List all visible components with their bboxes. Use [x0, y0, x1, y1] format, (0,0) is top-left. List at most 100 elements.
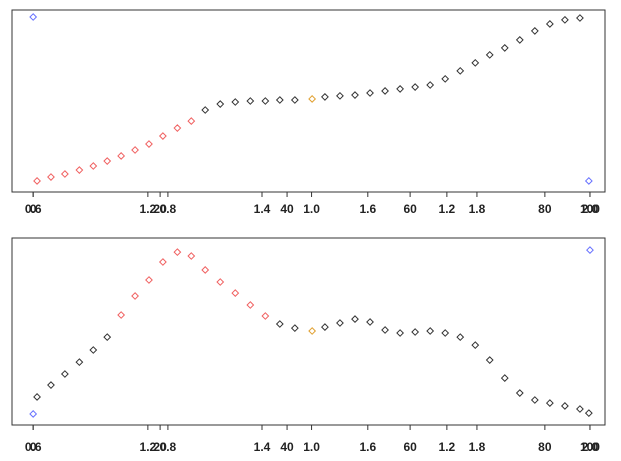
point	[456, 333, 465, 342]
point	[441, 329, 450, 337]
point	[103, 157, 112, 165]
point	[275, 320, 284, 328]
point	[60, 370, 69, 378]
point	[411, 328, 420, 336]
point	[47, 173, 55, 181]
x-tick-label: 1.8	[469, 440, 486, 454]
x-tick-label: 40	[280, 202, 294, 216]
x-tick-label: 1.2	[439, 440, 456, 454]
point	[366, 89, 374, 97]
point	[456, 66, 465, 75]
point	[290, 96, 299, 104]
point	[33, 177, 41, 185]
point	[60, 170, 69, 178]
point	[261, 312, 270, 320]
x-tick-label: 80	[538, 202, 552, 216]
x-tick-label: 0	[30, 202, 37, 216]
point	[576, 14, 584, 22]
point	[33, 393, 41, 401]
point	[173, 124, 182, 132]
point	[173, 248, 182, 257]
point	[145, 276, 153, 284]
point	[586, 246, 594, 254]
point	[471, 341, 480, 350]
point	[584, 409, 593, 418]
point	[321, 93, 329, 101]
x-tick-label: 0.6	[25, 202, 42, 216]
x-tick-label: 0.6	[25, 440, 42, 454]
point	[246, 97, 255, 105]
point	[158, 258, 167, 266]
x-tick-label: 0.8	[160, 440, 177, 454]
point	[117, 152, 126, 160]
point	[89, 346, 98, 354]
point	[145, 140, 153, 148]
point	[89, 162, 98, 170]
x-tick-label: 1.6	[359, 440, 376, 454]
plot-frame	[11, 9, 606, 193]
point	[308, 95, 317, 103]
point	[530, 396, 539, 404]
x-tick-label: 1.4	[254, 202, 271, 216]
x-tick-label: 1.2	[439, 202, 456, 216]
point	[584, 177, 593, 185]
point	[351, 91, 359, 99]
point	[471, 58, 480, 67]
point	[103, 333, 112, 342]
point	[515, 389, 524, 397]
point	[29, 13, 38, 21]
point	[545, 20, 554, 28]
x-tick-label: 100	[580, 440, 600, 454]
point	[485, 356, 494, 364]
point	[485, 50, 494, 59]
x-tick-label: 1.4	[254, 440, 271, 454]
point	[75, 166, 84, 174]
point	[216, 278, 225, 286]
point	[131, 292, 139, 300]
point	[47, 381, 55, 389]
point	[515, 36, 524, 44]
x-tick-label: 0	[30, 440, 37, 454]
point	[441, 74, 450, 83]
point	[187, 252, 196, 260]
point	[158, 132, 167, 140]
point	[545, 399, 554, 407]
point	[201, 266, 210, 274]
x-tick-label: 60	[403, 202, 417, 216]
point	[396, 85, 405, 93]
x-tick-label: 1.2	[140, 202, 157, 216]
x-tick-label: 2.0	[582, 440, 599, 454]
point	[308, 327, 317, 335]
point	[336, 91, 344, 100]
point	[351, 315, 359, 323]
point	[381, 87, 389, 95]
plot-frame	[11, 237, 606, 426]
point	[201, 106, 210, 114]
point	[117, 311, 126, 319]
point	[290, 324, 299, 333]
point	[261, 97, 270, 105]
point	[216, 100, 225, 108]
point	[500, 44, 509, 52]
point	[29, 410, 38, 418]
point	[426, 327, 435, 335]
x-tick-label: 100	[580, 202, 600, 216]
point	[426, 81, 435, 89]
point	[231, 98, 240, 106]
x-tick-label: 20	[153, 440, 167, 454]
x-tick-label: 1.2	[140, 440, 157, 454]
point	[231, 289, 240, 297]
point	[530, 27, 539, 35]
x-tick-label: 60	[403, 440, 417, 454]
point	[321, 323, 329, 331]
point	[187, 117, 196, 125]
x-tick-label: 1.0	[303, 202, 320, 216]
x-tick-label: 0.8	[160, 202, 177, 216]
x-tick-label: 40	[280, 440, 294, 454]
x-tick-label: 1.0	[303, 440, 320, 454]
point	[336, 319, 344, 327]
point	[275, 96, 284, 104]
point	[131, 146, 139, 154]
x-tick-label: 80	[538, 440, 552, 454]
